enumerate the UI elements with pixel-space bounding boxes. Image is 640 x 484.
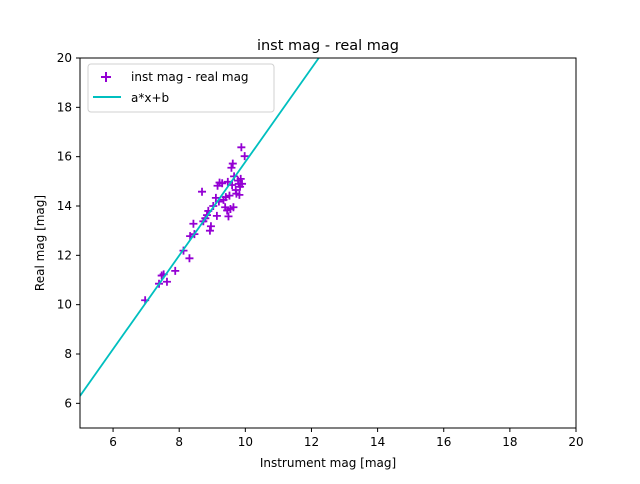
chart-title: inst mag - real mag (257, 38, 399, 54)
scatter-point (171, 266, 180, 275)
y-tick-label: 20 (57, 51, 72, 65)
legend-entry-scatter: inst mag - real mag (101, 70, 249, 84)
scatter-point (224, 212, 233, 221)
y-tick-label: 8 (64, 347, 72, 361)
scatter-point (205, 226, 214, 235)
y-axis-label: Real mag [mag] (33, 195, 47, 291)
y-tick-label: 14 (57, 199, 72, 213)
x-axis-ticks: 6 8 10 12 14 16 18 20 (109, 428, 584, 449)
y-tick-label: 16 (57, 150, 72, 164)
y-axis-ticks: 6 8 10 12 14 16 18 20 (57, 51, 80, 410)
scatter-point (227, 163, 236, 172)
legend-plus-marker-icon (101, 72, 111, 82)
y-tick-label: 18 (57, 100, 72, 114)
x-axis-label: Instrument mag [mag] (260, 456, 396, 470)
x-tick-label: 20 (568, 435, 583, 449)
legend: inst mag - real mag a*x+b (87, 63, 275, 113)
scatter-point (162, 277, 171, 286)
scatter-point (206, 222, 215, 231)
legend-label-scatter: inst mag - real mag (131, 70, 249, 84)
y-tick-label: 12 (57, 248, 72, 262)
scatter-point (235, 190, 244, 199)
scatter-point (189, 219, 198, 228)
scatter-point (237, 143, 246, 152)
x-tick-label: 12 (304, 435, 319, 449)
scatter-point (228, 159, 237, 168)
x-tick-label: 10 (238, 435, 253, 449)
x-tick-label: 16 (436, 435, 451, 449)
legend-entry-line: a*x+b (93, 91, 169, 105)
x-tick-label: 18 (502, 435, 517, 449)
legend-label-line: a*x+b (131, 91, 169, 105)
scatter-point (229, 203, 238, 212)
scatter-point (225, 191, 234, 200)
x-tick-label: 8 (175, 435, 183, 449)
plot-layer (80, 58, 320, 397)
scatter-point (221, 193, 230, 202)
legend-box (87, 63, 275, 113)
axes-frame (79, 57, 577, 429)
scatter-point (236, 174, 245, 183)
scatter-point (218, 179, 227, 188)
scatter-point (238, 179, 247, 188)
scatter-point (240, 152, 249, 161)
y-tick-label: 10 (57, 298, 72, 312)
scatter-point (212, 211, 221, 220)
fit-line (80, 58, 320, 397)
scatter-point (198, 187, 207, 196)
y-tick-label: 6 (64, 396, 72, 410)
x-tick-label: 14 (370, 435, 385, 449)
x-tick-label: 6 (109, 435, 117, 449)
scatter-point (185, 254, 194, 263)
